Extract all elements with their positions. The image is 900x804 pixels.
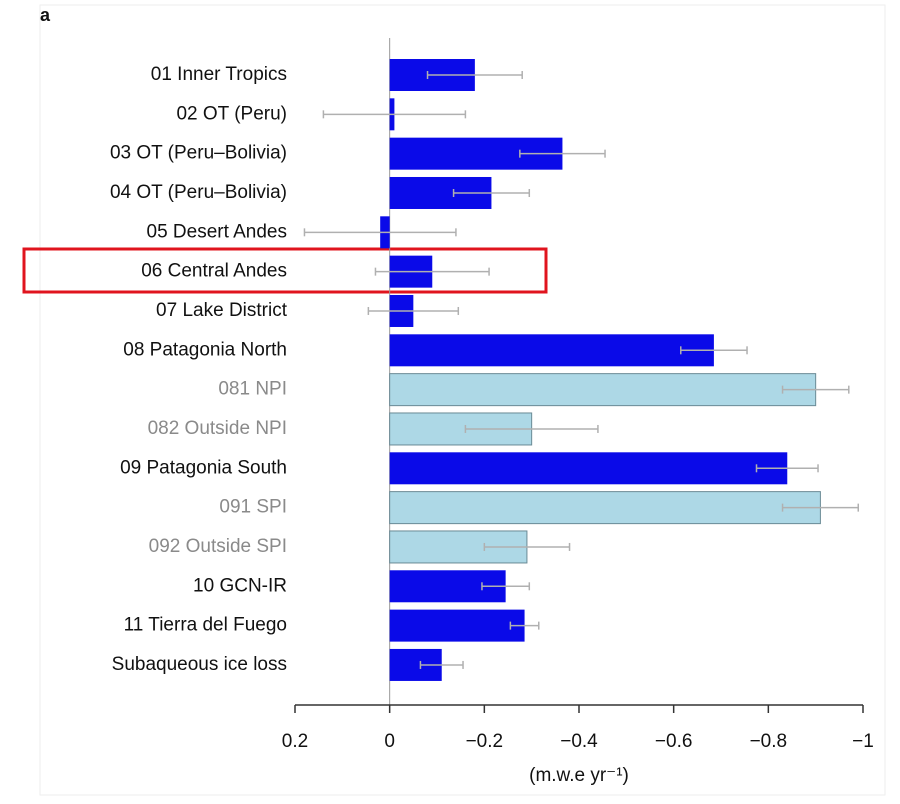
y-tick-label: 09 Patagonia South bbox=[120, 457, 287, 478]
y-tick-label: 092 Outside SPI bbox=[149, 536, 287, 557]
x-tick-label: 0.2 bbox=[282, 731, 308, 752]
bar bbox=[389, 334, 714, 367]
bar bbox=[389, 609, 525, 642]
y-tick-label: 08 Patagonia North bbox=[123, 339, 287, 360]
bar bbox=[389, 491, 821, 525]
x-tick-label: −0.2 bbox=[466, 731, 504, 752]
y-tick-label: 06 Central Andes bbox=[141, 261, 287, 282]
y-tick-label: 10 GCN-IR bbox=[193, 575, 287, 596]
x-tick-label: 0 bbox=[384, 731, 395, 752]
y-tick-label: 082 Outside NPI bbox=[148, 418, 287, 439]
y-tick-label: 04 OT (Peru–Bolivia) bbox=[110, 182, 287, 203]
y-tick-label: 02 OT (Peru) bbox=[176, 103, 287, 124]
y-tick-label: 11 Tierra del Fuego bbox=[124, 615, 287, 636]
y-tick-label: 07 Lake District bbox=[156, 300, 288, 321]
x-tick-label: −0.8 bbox=[750, 731, 788, 752]
y-tick-label: 081 NPI bbox=[218, 379, 287, 400]
bar bbox=[389, 452, 788, 485]
x-tick-label: −0.6 bbox=[655, 731, 693, 752]
y-tick-label: 05 Desert Andes bbox=[147, 221, 287, 242]
x-tick-label: −1 bbox=[852, 731, 874, 752]
panel-label: a bbox=[40, 5, 51, 25]
frame bbox=[39, 4, 886, 796]
bar bbox=[389, 373, 817, 407]
y-tick-label: 01 Inner Tropics bbox=[151, 64, 287, 85]
highlight-box bbox=[22, 247, 548, 294]
y-tick-label: 091 SPI bbox=[219, 497, 287, 518]
x-axis-label: (m.w.e yr⁻¹) bbox=[529, 765, 629, 786]
y-tick-label: Subaqueous ice loss bbox=[112, 654, 287, 675]
x-tick-label: −0.4 bbox=[560, 731, 598, 752]
y-tick-label: 03 OT (Peru–Bolivia) bbox=[110, 143, 287, 164]
